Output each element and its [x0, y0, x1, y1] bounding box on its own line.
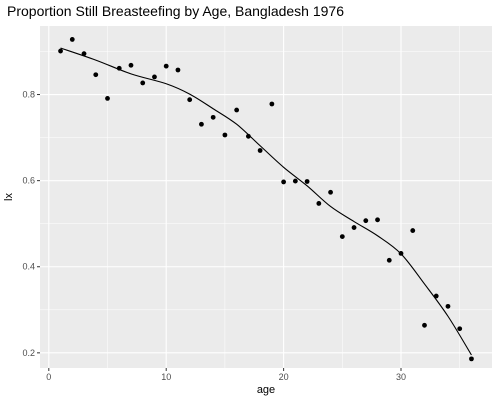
data-point: [163, 63, 169, 69]
plot-panel: [40, 26, 492, 368]
data-point: [58, 48, 63, 54]
data-point: [69, 37, 75, 42]
data-point: [187, 97, 193, 103]
data-point: [375, 217, 380, 223]
data-point: [457, 326, 463, 332]
data-point: [410, 228, 416, 233]
data-point: [339, 234, 345, 240]
data-point: [316, 201, 322, 206]
data-point: [105, 96, 110, 101]
data-point: [199, 121, 204, 127]
x-tick-label: 10: [161, 372, 171, 382]
data-point: [281, 179, 287, 185]
data-point: [210, 114, 216, 120]
x-tick-label: 0: [46, 372, 51, 382]
chart-title: Proportion Still Breasteefing by Age, Ba…: [7, 3, 344, 19]
x-tick-label: 20: [279, 372, 289, 382]
data-point: [234, 107, 240, 113]
data-point: [93, 72, 99, 78]
data-point: [398, 250, 404, 256]
data-point: [128, 62, 134, 68]
y-axis-title: lx: [3, 193, 15, 201]
data-point: [116, 65, 122, 71]
data-point: [304, 179, 310, 184]
x-axis-title: age: [257, 384, 275, 396]
smooth-line: [60, 47, 472, 356]
data-point: [152, 74, 157, 80]
smooth-layer: [60, 47, 472, 356]
data-point: [328, 189, 333, 195]
y-tick-label: 0.4: [22, 262, 35, 272]
grid-minor: [40, 26, 492, 368]
data-point: [257, 148, 263, 153]
data-point: [363, 218, 369, 224]
data-point: [433, 293, 439, 299]
data-point: [175, 67, 181, 73]
data-point: [351, 225, 357, 230]
data-point: [81, 51, 87, 57]
points-layer: [58, 37, 474, 362]
data-point: [245, 133, 251, 139]
data-point: [386, 257, 392, 263]
y-tick-label: 0.8: [22, 90, 35, 100]
data-point: [140, 80, 146, 86]
x-tick-label: 30: [396, 372, 406, 382]
data-point: [292, 178, 298, 184]
y-tick-label: 0.2: [22, 348, 35, 358]
data-point: [445, 303, 451, 309]
ticks-layer: 0 10 20 30 0.2 0.4 0.6 0.8: [22, 90, 406, 382]
data-point: [222, 132, 228, 138]
data-point: [469, 356, 474, 362]
grid-major: [40, 26, 492, 368]
y-tick-label: 0.6: [22, 176, 35, 186]
data-point: [269, 101, 275, 107]
data-point: [422, 322, 427, 328]
